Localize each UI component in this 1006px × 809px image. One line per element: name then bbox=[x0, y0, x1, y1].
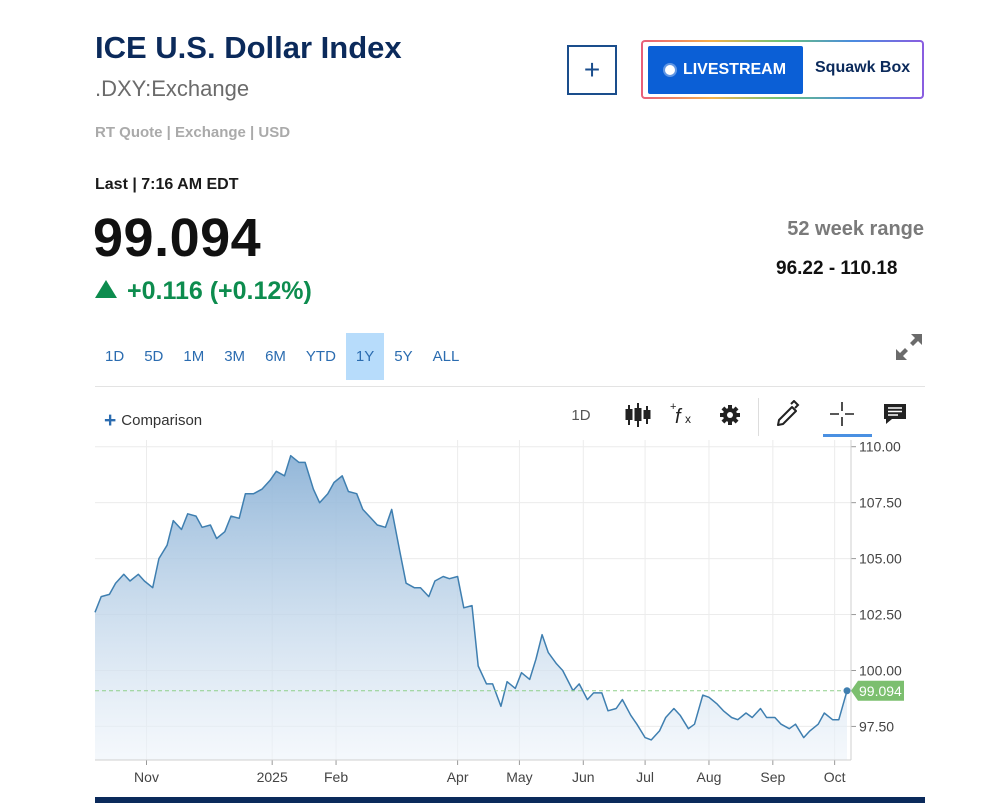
interval-button[interactable]: 1D bbox=[571, 406, 591, 424]
y-tick-label: 100.00 bbox=[859, 662, 902, 678]
tab-3m[interactable]: 3M bbox=[224, 348, 246, 365]
range-value: 96.22 - 110.18 bbox=[776, 258, 898, 279]
gear-icon[interactable] bbox=[719, 404, 741, 426]
quote-meta: RT Quote | Exchange | USD bbox=[95, 124, 291, 141]
x-tick-label: 2025 bbox=[257, 769, 288, 785]
area-fill bbox=[95, 455, 847, 760]
x-tick-label: Jun bbox=[572, 769, 595, 785]
pencil-icon[interactable] bbox=[775, 400, 801, 426]
livestream-widget: LIVESTREAM Squawk Box bbox=[641, 40, 924, 99]
current-price-marker: 99.094 bbox=[95, 680, 904, 701]
squawk-box-link[interactable]: Squawk Box bbox=[815, 59, 911, 76]
tab-1d[interactable]: 1D bbox=[105, 348, 125, 365]
svg-text:f: f bbox=[675, 406, 683, 428]
comparison-button[interactable]: + Comparison bbox=[104, 409, 202, 433]
tab-5d[interactable]: 5D bbox=[144, 348, 164, 365]
plus-icon: + bbox=[104, 409, 117, 432]
tabs-divider bbox=[95, 386, 925, 387]
crosshair-icon[interactable] bbox=[829, 401, 855, 427]
price-tag bbox=[851, 680, 904, 701]
comparison-label: Comparison bbox=[121, 412, 203, 429]
x-tick-label: Apr bbox=[447, 769, 469, 785]
active-tool-indicator bbox=[823, 434, 872, 437]
x-tick-label: Nov bbox=[134, 769, 159, 785]
price-tag-label: 99.094 bbox=[859, 683, 902, 699]
y-axis: 110.00 107.50 105.00 102.50 100.00 97.50 bbox=[850, 440, 902, 760]
live-dot-icon bbox=[664, 65, 675, 75]
svg-text:x: x bbox=[685, 412, 691, 426]
ticker-symbol: .DXY:Exchange bbox=[95, 76, 250, 101]
expand-icon[interactable] bbox=[893, 331, 925, 363]
price-change-value: +0.116 (+0.12%) bbox=[127, 277, 312, 305]
y-tick-label: 97.50 bbox=[859, 718, 894, 734]
last-updated: Last | 7:16 AM EDT bbox=[95, 176, 239, 193]
tab-ytd[interactable]: YTD bbox=[305, 348, 336, 365]
candlestick-icon[interactable] bbox=[625, 403, 651, 427]
y-tick-label: 102.50 bbox=[859, 607, 902, 623]
last-price: 99.094 bbox=[93, 208, 262, 268]
svg-text:+: + bbox=[670, 401, 676, 413]
x-tick-label: Aug bbox=[697, 769, 722, 785]
range-label: 52 week range bbox=[787, 218, 924, 240]
x-tick-label: May bbox=[506, 769, 532, 785]
up-arrow-icon bbox=[95, 280, 117, 298]
tab-1m[interactable]: 1M bbox=[183, 348, 205, 365]
x-tick-label: Feb bbox=[324, 769, 348, 785]
price-chart[interactable]: 110.00 107.50 105.00 102.50 100.00 97.50 Nov 2… bbox=[0, 440, 1006, 792]
page-title: ICE U.S. Dollar Index bbox=[95, 30, 402, 65]
function-icon[interactable]: + f x bbox=[670, 400, 696, 428]
last-point bbox=[843, 687, 851, 695]
x-tick-label: Oct bbox=[824, 769, 846, 785]
bottom-bar bbox=[95, 797, 925, 803]
y-tick-label: 110.00 bbox=[859, 440, 901, 455]
x-tick-label: Sep bbox=[760, 769, 785, 785]
tab-all[interactable]: ALL bbox=[432, 348, 460, 365]
series-line bbox=[94, 454, 848, 741]
tab-6m[interactable]: 6M bbox=[265, 348, 286, 365]
chart-area bbox=[94, 454, 848, 760]
range-tabs: 1D 5D 1M 3M 6M YTD 1Y 5Y ALL bbox=[95, 333, 469, 380]
livestream-label: LIVESTREAM bbox=[682, 61, 787, 78]
y-tick-label: 107.50 bbox=[859, 495, 902, 511]
livestream-button[interactable]: LIVESTREAM bbox=[648, 46, 803, 94]
toolbar-divider bbox=[758, 398, 759, 436]
price-change: +0.116 (+0.12%) bbox=[95, 277, 312, 306]
x-tick-label: Jul bbox=[636, 769, 654, 785]
x-axis: Nov 2025 Feb Apr May Jun Jul Aug Sep Oct bbox=[95, 759, 851, 785]
add-to-watchlist-button[interactable]: + bbox=[567, 45, 617, 95]
comment-icon[interactable] bbox=[882, 402, 908, 426]
y-tick-label: 105.00 bbox=[859, 551, 902, 567]
tab-1y[interactable]: 1Y bbox=[345, 333, 385, 380]
tab-5y[interactable]: 5Y bbox=[394, 348, 413, 365]
